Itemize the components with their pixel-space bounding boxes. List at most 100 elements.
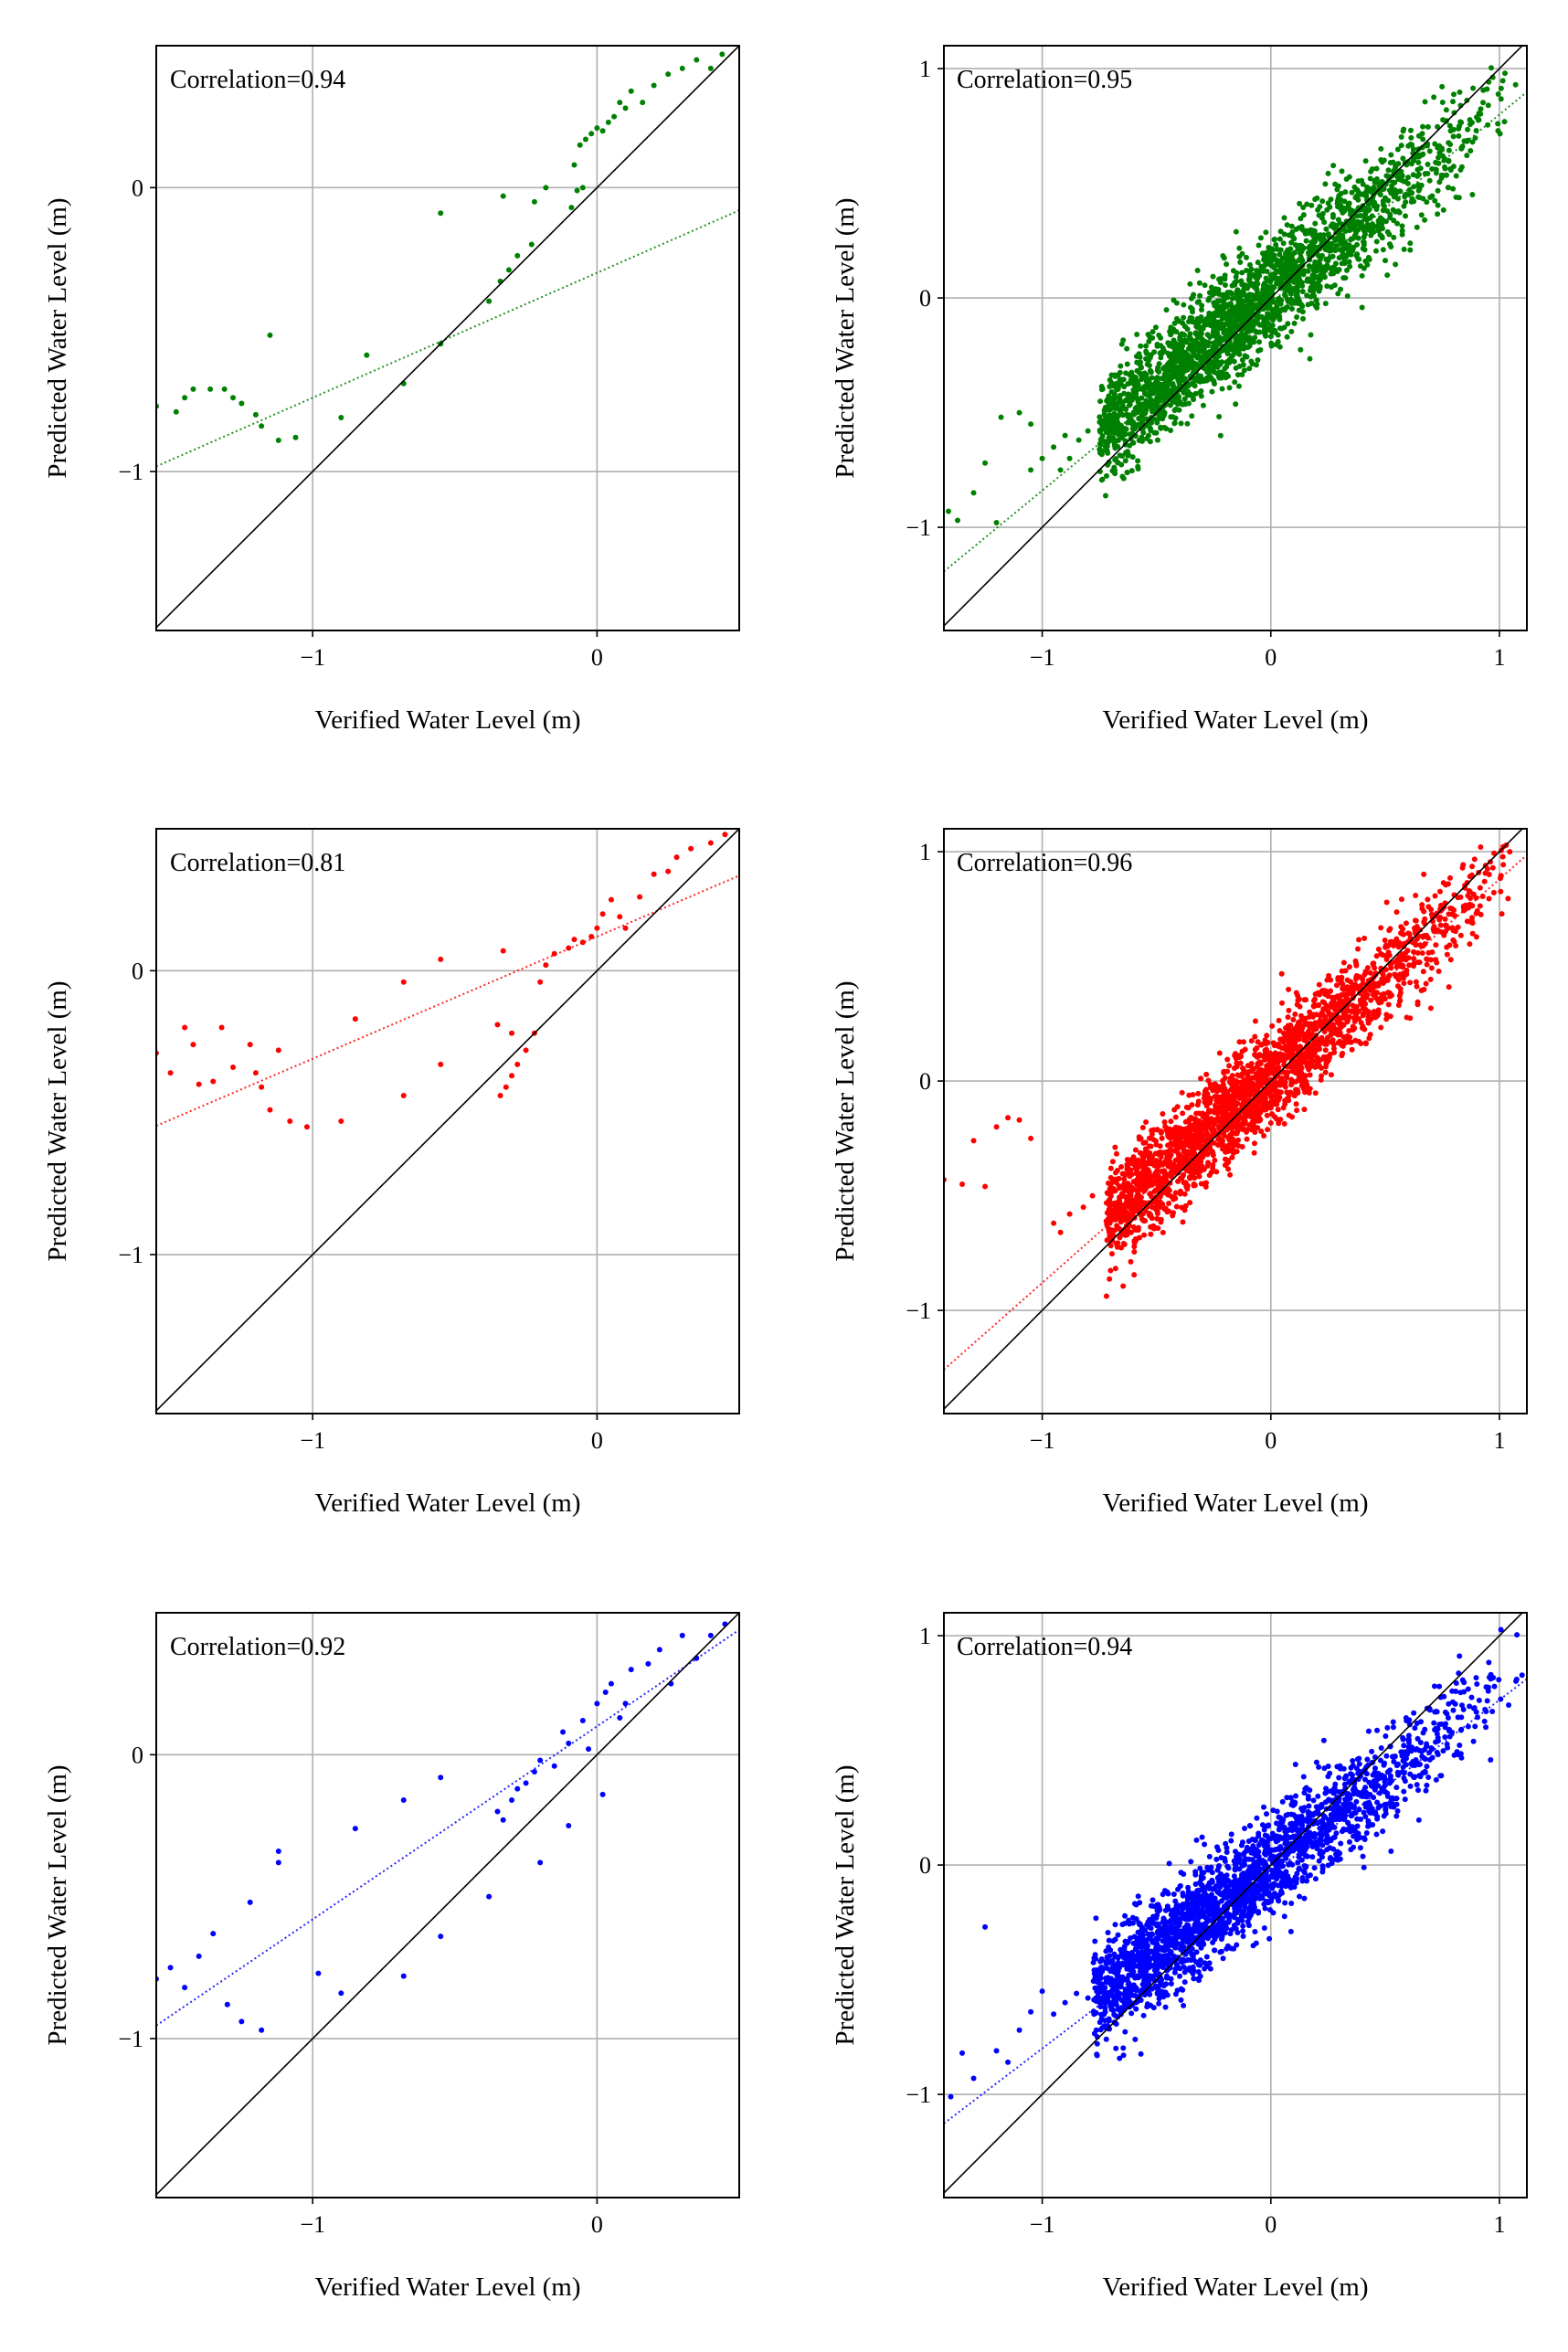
data-point (1311, 292, 1318, 299)
y-tick-label: 0 (132, 958, 143, 984)
data-point (1360, 976, 1366, 982)
data-point (1344, 1036, 1351, 1043)
data-point (1178, 420, 1184, 427)
data-point (1028, 421, 1034, 428)
data-point (238, 400, 245, 407)
data-point (1168, 1118, 1174, 1125)
data-point (537, 979, 544, 985)
data-point (1500, 862, 1507, 868)
data-point (1220, 1077, 1226, 1084)
data-point (1222, 1156, 1228, 1162)
data-point (1313, 1058, 1319, 1065)
data-point (1277, 1082, 1284, 1088)
data-point (1358, 1041, 1364, 1047)
data-point (1157, 1150, 1163, 1156)
data-point (1191, 1181, 1197, 1187)
x-axis-label: Verified Water Level (m) (314, 1489, 580, 1518)
data-point (1464, 880, 1470, 886)
data-point (1279, 274, 1286, 281)
data-point (1144, 1182, 1150, 1189)
data-point (1465, 126, 1471, 132)
data-point (1210, 291, 1216, 298)
data-point (1139, 401, 1146, 408)
data-point (1436, 916, 1443, 923)
data-point (1227, 315, 1234, 322)
data-point (594, 125, 600, 132)
data-point (1229, 1096, 1235, 1102)
data-point (1349, 1046, 1355, 1053)
data-point (1359, 177, 1365, 184)
data-point (1292, 260, 1298, 266)
data-point (1201, 343, 1207, 349)
data-point (1114, 403, 1120, 409)
data-point (1189, 348, 1195, 355)
correlation-annotation: Correlation=0.95 (957, 66, 1132, 94)
data-point (1213, 1116, 1220, 1122)
data-point (1176, 407, 1182, 413)
data-point (1450, 907, 1457, 914)
data-point (1440, 172, 1446, 178)
data-point (1154, 1211, 1160, 1217)
data-point (1239, 357, 1245, 364)
data-point (1097, 437, 1104, 443)
data-point (1373, 206, 1380, 212)
data-point (1377, 192, 1383, 198)
data-point (1124, 361, 1130, 367)
data-point (1438, 902, 1445, 908)
data-point (1347, 263, 1353, 270)
data-point (1307, 355, 1313, 362)
data-point (1366, 256, 1372, 262)
data-point (1397, 990, 1404, 996)
data-point (1281, 291, 1287, 298)
data-point (1312, 1020, 1319, 1026)
data-point (1422, 916, 1428, 922)
data-point (1118, 1219, 1124, 1225)
data-point (1139, 1125, 1146, 1131)
data-point (1111, 1209, 1118, 1215)
ticks: −1 0−10 (118, 958, 603, 1454)
data-point (1344, 267, 1351, 273)
data-point (1189, 306, 1195, 313)
data-point (1436, 150, 1443, 156)
data-point (1117, 1234, 1123, 1241)
data-point (1106, 429, 1112, 435)
data-point (1375, 228, 1382, 234)
data-point (1209, 388, 1215, 395)
data-point (1453, 942, 1459, 948)
data-point (1171, 373, 1178, 379)
data-point (1398, 177, 1404, 184)
data-point (1097, 418, 1103, 425)
data-point (1222, 347, 1228, 354)
data-point (1373, 953, 1380, 959)
data-point (1126, 1189, 1132, 1195)
data-point (1231, 325, 1237, 332)
data-point (1159, 1135, 1165, 1141)
data-point (1201, 349, 1207, 355)
data-point (438, 1061, 444, 1067)
data-point (1184, 352, 1191, 358)
data-point (1217, 1107, 1224, 1113)
data-point (1291, 1067, 1298, 1074)
data-point (494, 1022, 501, 1028)
data-point (1125, 451, 1131, 458)
data-point (1117, 376, 1123, 383)
data-point (1481, 878, 1488, 885)
data-point (1271, 1101, 1277, 1107)
data-point (1228, 346, 1234, 353)
data-point (1232, 379, 1238, 386)
data-point (1371, 1012, 1377, 1018)
data-point (1452, 928, 1458, 935)
grid-lines (156, 829, 739, 1414)
data-point (1342, 189, 1349, 196)
data-point (1248, 323, 1255, 330)
data-point (1251, 296, 1257, 302)
data-point (1507, 803, 1512, 809)
data-point (1302, 1074, 1308, 1080)
data-point (1165, 361, 1171, 367)
data-point (1186, 1168, 1192, 1174)
data-point (1495, 128, 1501, 134)
data-point (1158, 355, 1164, 361)
x-axis-label: Verified Water Level (m) (314, 705, 580, 735)
data-point (1146, 362, 1152, 368)
